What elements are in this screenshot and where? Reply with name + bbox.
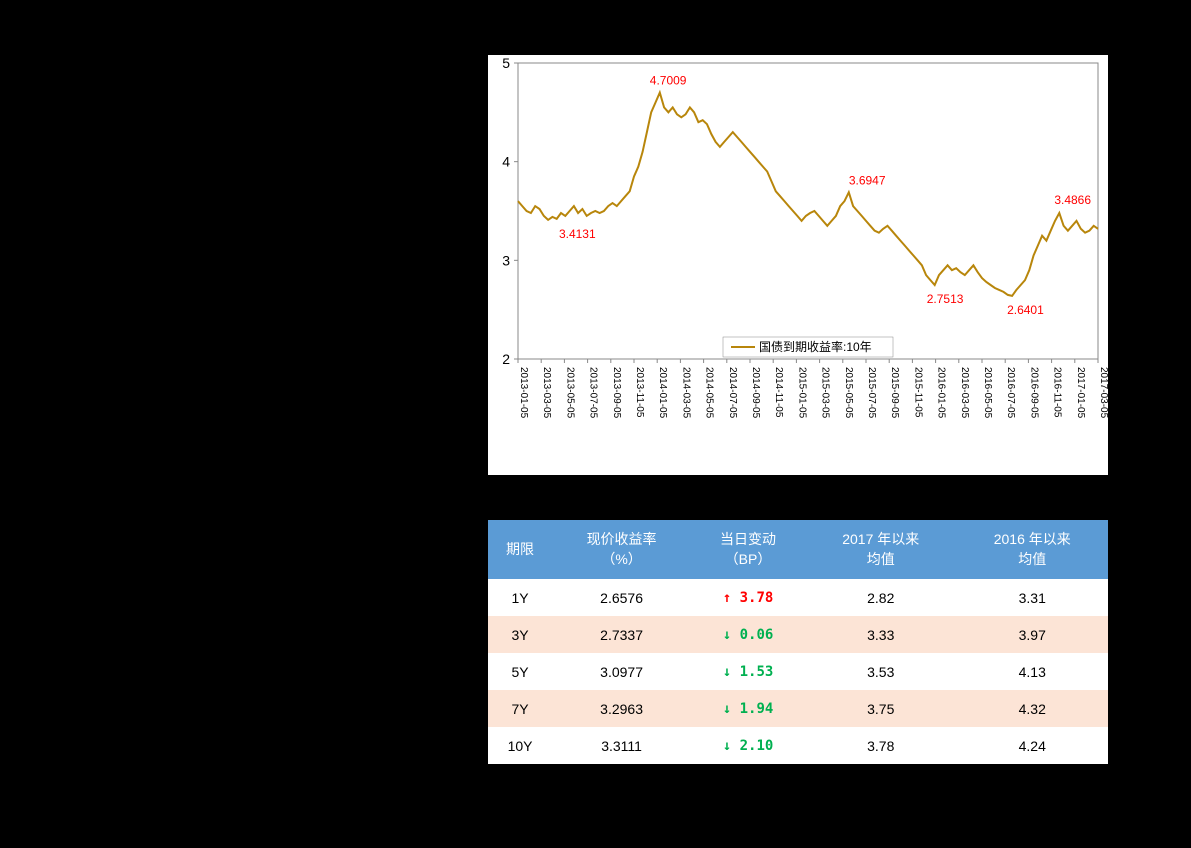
svg-text:2014-11-05: 2014-11-05 [773,367,784,418]
svg-text:2013-01-05: 2013-01-05 [518,367,529,419]
svg-text:2013-07-05: 2013-07-05 [588,367,599,419]
svg-text:2015-03-05: 2015-03-05 [820,367,831,419]
table-header: 现价收益率（%） [552,520,691,579]
svg-text:2016-01-05: 2016-01-05 [936,367,947,419]
svg-text:4: 4 [502,154,510,170]
svg-text:2017-03-05: 2017-03-05 [1098,367,1108,419]
table-row: 1Y2.65763.782.823.31 [488,579,1108,616]
svg-text:4.7009: 4.7009 [650,74,687,88]
svg-text:2015-11-05: 2015-11-05 [912,367,923,418]
table-header: 当日变动（BP） [691,520,805,579]
svg-text:2014-01-05: 2014-01-05 [657,367,668,419]
table-row: 10Y3.31112.103.784.24 [488,727,1108,764]
table-row: 5Y3.09771.533.534.13 [488,653,1108,690]
svg-text:2015-07-05: 2015-07-05 [866,367,877,419]
svg-text:2.6401: 2.6401 [1007,303,1044,317]
svg-text:2016-05-05: 2016-05-05 [982,367,993,419]
svg-text:2015-05-05: 2015-05-05 [843,367,854,419]
svg-text:2014-09-05: 2014-09-05 [750,367,761,419]
svg-text:2.7513: 2.7513 [927,292,964,306]
svg-text:2016-11-05: 2016-11-05 [1052,367,1063,418]
svg-text:2016-03-05: 2016-03-05 [959,367,970,419]
yield-table: 期限现价收益率（%）当日变动（BP）2017 年以来均值2016 年以来均值1Y… [488,520,1108,764]
svg-text:2016-09-05: 2016-09-05 [1028,367,1039,419]
svg-text:3.4131: 3.4131 [559,227,596,241]
yield-chart: 2 3 4 5 2013-01-05 2013-03-05 2013-05-05 2013-0… [488,55,1108,475]
svg-text:2013-05-05: 2013-05-05 [564,367,575,419]
svg-text:2013-09-05: 2013-09-05 [611,367,622,419]
svg-text:2017-01-05: 2017-01-05 [1075,367,1086,419]
svg-text:国债到期收益率:10年: 国债到期收益率:10年 [759,339,872,354]
table-header: 期限 [488,520,552,579]
svg-text:3: 3 [502,252,510,268]
svg-text:2: 2 [502,351,510,367]
svg-text:2014-03-05: 2014-03-05 [680,367,691,419]
svg-text:2016-07-05: 2016-07-05 [1005,367,1016,419]
svg-text:5: 5 [502,55,510,71]
table-header: 2016 年以来均值 [956,520,1108,579]
svg-text:2015-09-05: 2015-09-05 [889,367,900,419]
table-header: 2017 年以来均值 [805,520,956,579]
svg-text:2014-07-05: 2014-07-05 [727,367,738,419]
svg-text:2014-05-05: 2014-05-05 [704,367,715,419]
table-row: 3Y2.73370.063.333.97 [488,616,1108,653]
table-row: 7Y3.29631.943.754.32 [488,690,1108,727]
svg-text:3.6947: 3.6947 [849,173,886,187]
svg-text:2013-11-05: 2013-11-05 [634,367,645,418]
svg-text:2013-03-05: 2013-03-05 [541,367,552,419]
svg-text:3.4866: 3.4866 [1054,193,1091,207]
svg-text:2015-01-05: 2015-01-05 [796,367,807,419]
